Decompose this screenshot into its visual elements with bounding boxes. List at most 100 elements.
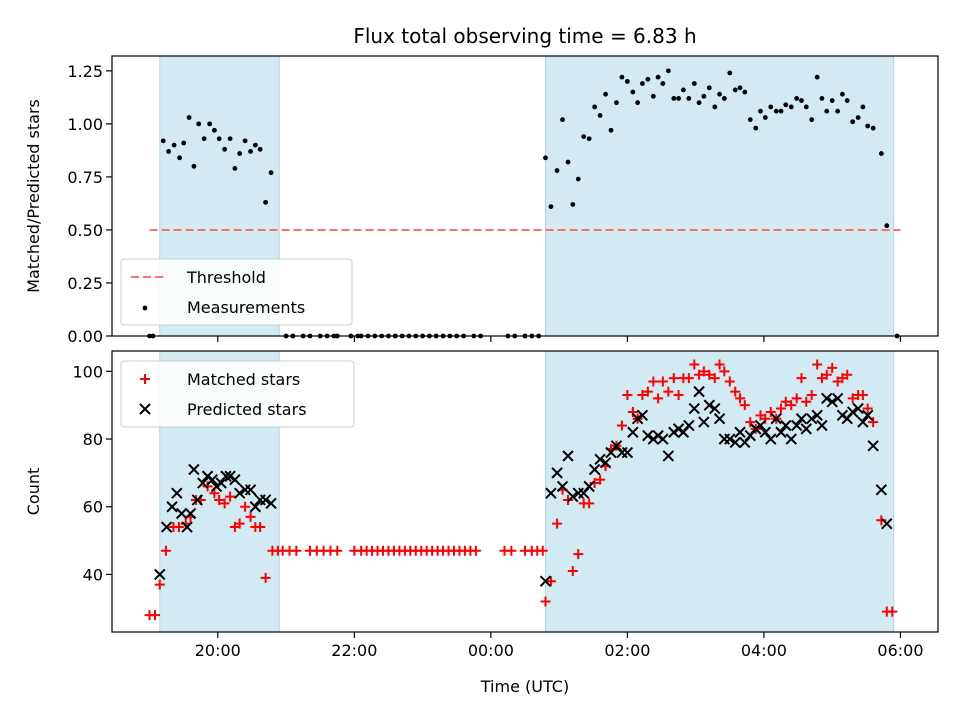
predicted-stars-point <box>657 433 669 445</box>
predicted-stars-point <box>795 413 808 425</box>
measurement-point <box>186 115 192 120</box>
matched-stars-point <box>786 400 797 411</box>
measurement-point <box>252 142 258 148</box>
matched-stars-point <box>842 369 853 380</box>
matched-stars-point <box>780 396 791 407</box>
measurement-point <box>727 70 733 76</box>
predicted-stars-point <box>642 429 654 442</box>
matched-stars-point <box>154 579 165 590</box>
y-tick-label: 1.00 <box>67 115 103 134</box>
matched-stars-point <box>698 366 709 377</box>
x-tick-label: 04:00 <box>741 641 787 660</box>
predicted-stars-point <box>636 409 649 422</box>
axes-frame <box>111 55 939 337</box>
predicted-stars-point <box>754 419 767 432</box>
matched-stars-point <box>225 491 236 502</box>
measurement-point <box>619 74 625 80</box>
legend-box <box>120 360 355 428</box>
matched-stars-point <box>214 494 225 505</box>
measurement-point <box>242 138 248 144</box>
matched-stars-point <box>704 369 715 380</box>
measurement-point <box>696 100 702 106</box>
measurement-point <box>732 87 738 93</box>
y-axis-title: Count <box>24 468 43 516</box>
matched-stars-point <box>821 369 832 380</box>
legend-label: Measurements <box>187 298 305 317</box>
measurement-point <box>263 199 268 205</box>
matched-stars-point <box>260 572 271 583</box>
predicted-stars-point <box>785 433 797 445</box>
measurement-point <box>799 98 804 103</box>
predicted-stars-point <box>265 497 277 510</box>
matched-stars-point <box>616 420 627 431</box>
matched-stars-point <box>668 373 679 384</box>
measurement-point <box>268 170 274 176</box>
predicted-stars-point <box>244 484 257 496</box>
matched-stars-point <box>887 606 898 617</box>
y-tick-label: 1.25 <box>67 62 103 81</box>
matched-stars-point <box>648 376 659 387</box>
measurement-point <box>778 108 784 114</box>
measurement-point <box>660 81 666 86</box>
predicted-stars-point <box>154 568 166 581</box>
y-tick-label: 0.00 <box>67 327 103 346</box>
x-tick-label: 02:00 <box>604 641 650 660</box>
measurement-point <box>635 100 641 106</box>
y-axis-title: Matched/Predicted stars <box>24 99 43 293</box>
matched-stars-point <box>709 373 720 384</box>
y-tick-label: 0.75 <box>67 168 103 187</box>
matched-stars-point <box>765 406 776 417</box>
measurement-point <box>691 81 697 86</box>
matched-stars-point <box>806 390 817 401</box>
legend-box <box>120 258 353 326</box>
measurement-point <box>201 136 207 142</box>
measurement-point <box>835 108 841 114</box>
x-axis-title: Time (UTC) <box>480 677 569 696</box>
measurement-point <box>803 104 809 110</box>
legend-matched-swatch <box>140 374 150 384</box>
measurement-point <box>860 104 866 110</box>
predicted-stars-point <box>826 396 838 408</box>
measurement-point <box>565 159 571 165</box>
predicted-stars-point <box>800 423 812 435</box>
predicted-stars-point <box>713 413 726 425</box>
matched-stars-point <box>735 393 746 404</box>
predicted-stars-point <box>583 480 595 493</box>
predicted-stars-point <box>556 480 569 493</box>
measurement-point <box>712 104 718 110</box>
measurement-point <box>181 140 187 146</box>
measurement-point <box>575 176 581 182</box>
measurement-point <box>237 151 243 156</box>
predicted-stars-point <box>729 436 741 449</box>
measurement-point <box>257 146 263 152</box>
measurement-point <box>680 87 686 93</box>
bottom-panel: 40 60 80 100 20:00 22:00 00:00 02:00 04:00 06:00 C… <box>24 350 939 660</box>
measurement-point <box>216 136 222 142</box>
measurement-point <box>788 104 794 110</box>
predicted-stars-point <box>184 507 197 520</box>
predicted-stars-point <box>539 575 552 587</box>
matched-stars-point <box>724 376 735 387</box>
matched-stars-point <box>801 396 812 407</box>
predicted-stars-point <box>588 463 601 476</box>
measurement-point <box>665 68 671 74</box>
x-tick-label: 06:00 <box>877 641 923 660</box>
matched-stars-point <box>584 498 595 509</box>
measurement-point <box>196 121 202 127</box>
legend-label: Matched stars <box>187 370 300 389</box>
legend-label: Predicted stars <box>187 400 307 419</box>
predicted-stars-point <box>875 484 888 496</box>
measurement-point <box>701 93 707 99</box>
matched-stars-point <box>653 393 664 404</box>
predicted-stars-point <box>259 494 272 506</box>
measurement-point <box>809 117 815 123</box>
predicted-stars-point <box>698 416 710 428</box>
measurement-point <box>884 223 890 229</box>
predicted-stars-point <box>775 426 787 438</box>
predicted-stars-point <box>811 409 823 422</box>
matched-stars-point <box>812 359 823 370</box>
measurement-point <box>742 89 748 95</box>
predicted-stars-point <box>181 521 193 533</box>
matched-stars-point <box>332 545 343 556</box>
